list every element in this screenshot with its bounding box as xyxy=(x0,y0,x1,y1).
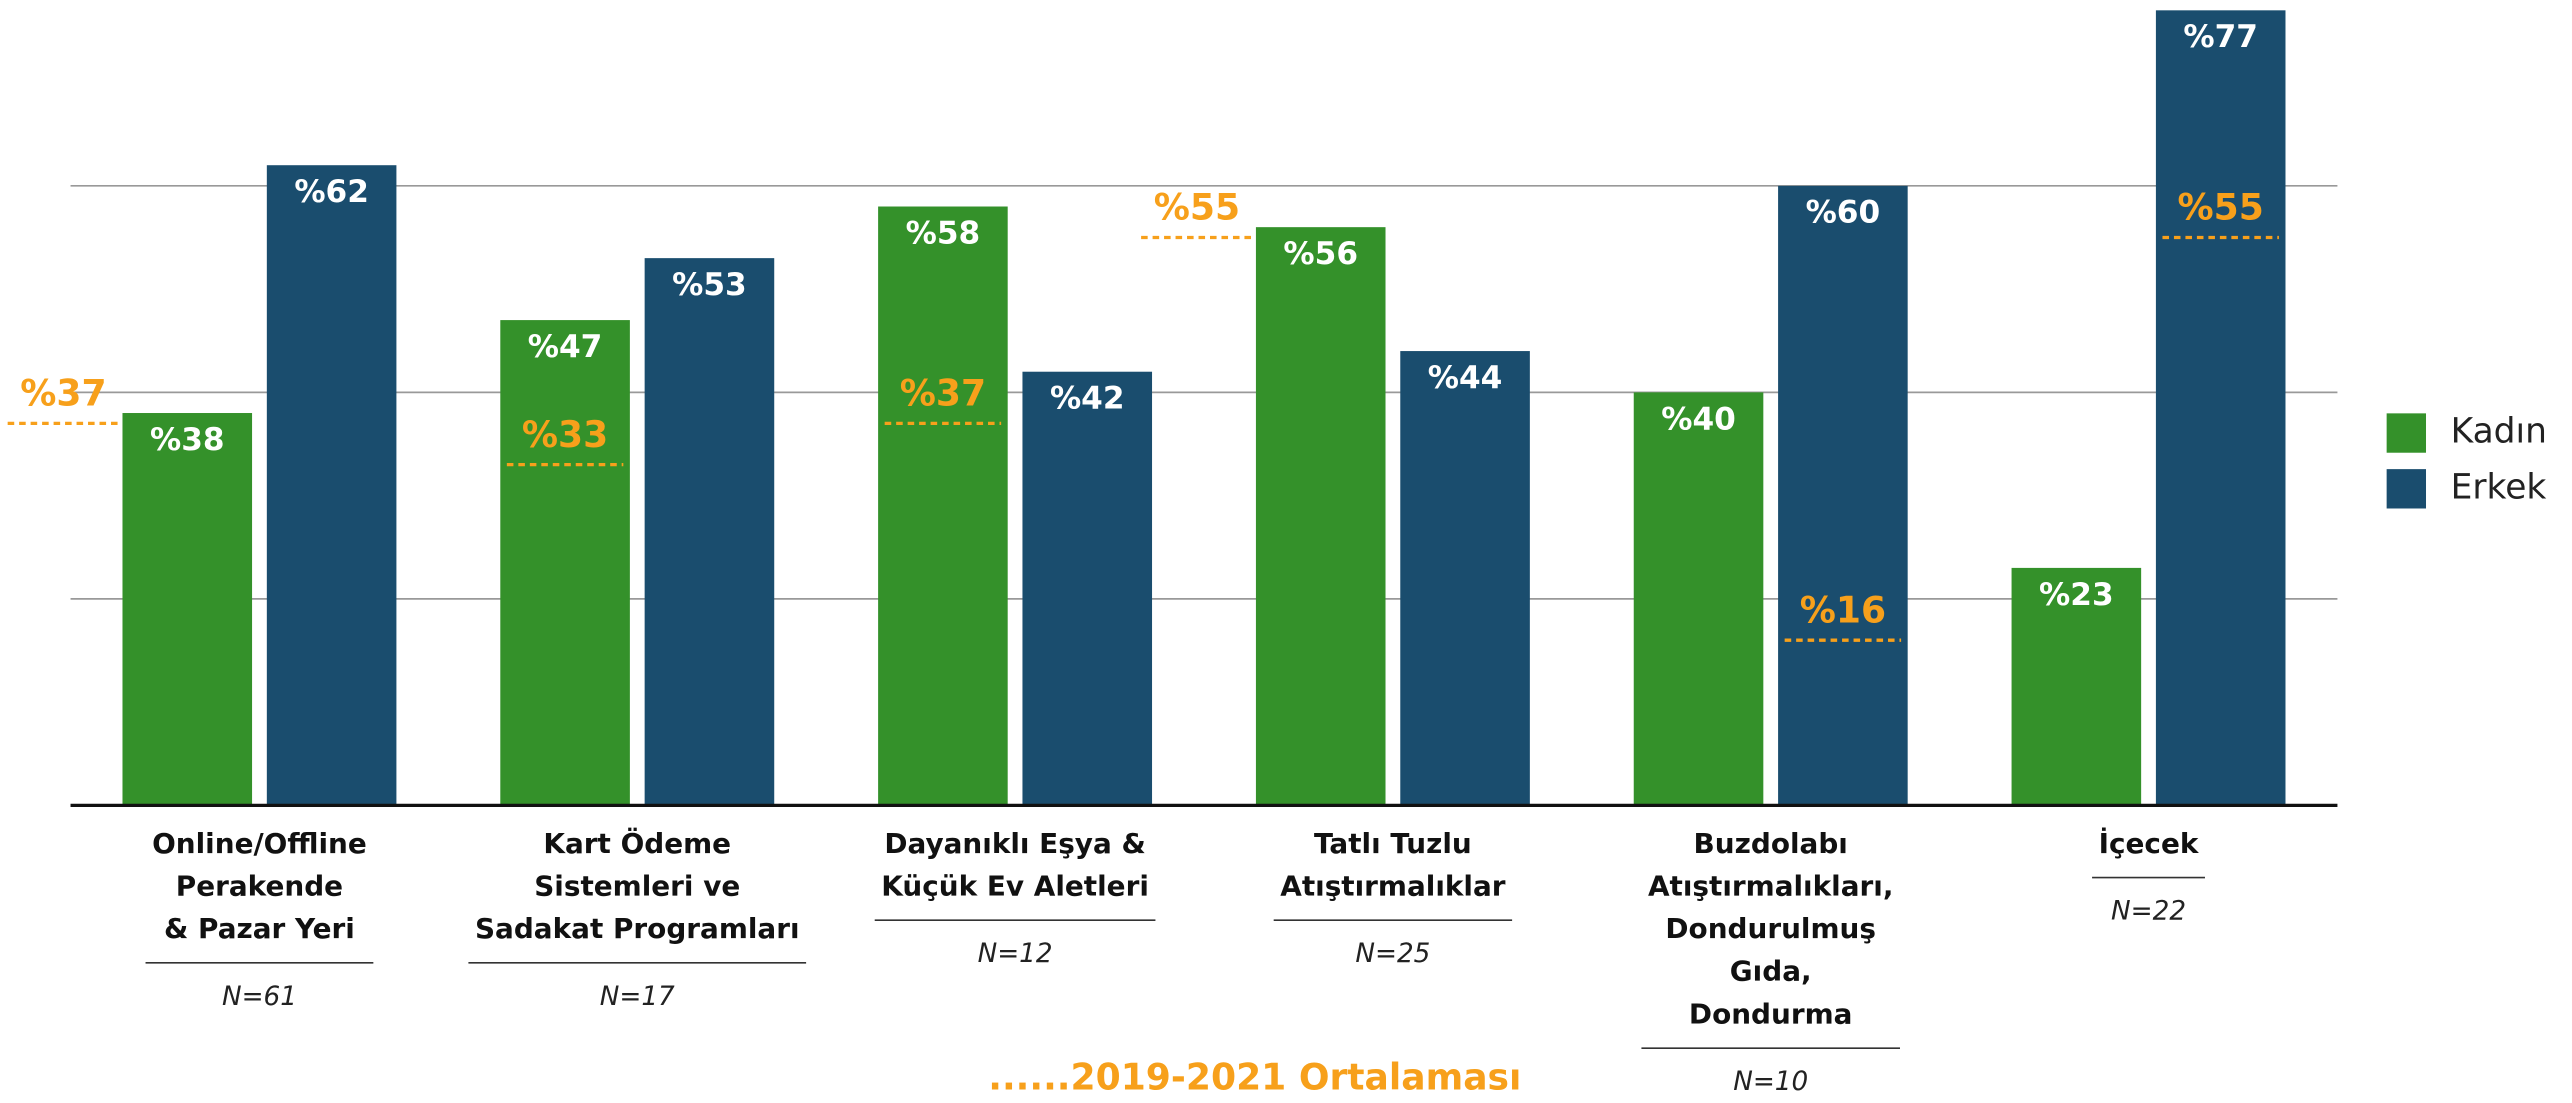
legend-label: Kadın xyxy=(2451,412,2547,452)
x-tick-label: Gıda, xyxy=(1730,955,1812,988)
value-label: %44 xyxy=(1428,360,1503,396)
x-tick-label: Online/Offline xyxy=(152,827,367,860)
x-tick-label: Atıştırmalıklar xyxy=(1280,869,1506,902)
value-label: %53 xyxy=(672,267,747,303)
value-label: %58 xyxy=(906,215,981,251)
x-tick-label: Dayanıklı Eşya & xyxy=(884,827,1145,860)
average-label: %55 xyxy=(2178,187,2264,229)
x-tick-label: Kart Ödeme xyxy=(543,826,731,860)
value-label: %77 xyxy=(2183,19,2258,55)
bar xyxy=(1778,185,1908,806)
value-label: %56 xyxy=(1283,236,1358,272)
average-label: %16 xyxy=(1800,589,1886,631)
bar xyxy=(1633,392,1764,806)
bar xyxy=(1022,371,1153,806)
bar xyxy=(2011,567,2142,806)
average-label: %37 xyxy=(20,372,106,414)
legend-label: Erkek xyxy=(2451,467,2547,507)
x-tick-label: Tatlı Tuzlu xyxy=(1314,827,1472,860)
value-label: %40 xyxy=(1661,401,1736,437)
bar xyxy=(878,206,1008,806)
value-label: %62 xyxy=(294,174,369,210)
value-label: %23 xyxy=(2039,577,2114,613)
legend-swatch xyxy=(2386,413,2427,453)
x-tick-label: Dondurulmuş xyxy=(1665,912,1876,945)
n-label: N=25 xyxy=(1355,939,1430,969)
x-tick-label: Sistemleri ve xyxy=(534,869,740,902)
x-tick-label: Dondurma xyxy=(1689,997,1853,1030)
legend-swatch xyxy=(2386,469,2427,509)
value-label: %60 xyxy=(1806,195,1881,231)
bar xyxy=(1255,227,1386,806)
average-legend: ......2019-2021 Ortalaması xyxy=(988,1056,1521,1098)
bar xyxy=(644,258,775,806)
bar xyxy=(2155,10,2286,806)
n-label: N=22 xyxy=(2111,897,2186,927)
x-tick-label: Atıştırmalıkları, xyxy=(1648,869,1893,902)
x-tick-label: Sadakat Programları xyxy=(475,912,800,945)
x-tick-label: Buzdolabı xyxy=(1694,827,1848,860)
average-label: %37 xyxy=(900,372,986,414)
bar xyxy=(266,165,397,806)
n-label: N=17 xyxy=(600,982,675,1012)
value-label: %38 xyxy=(150,422,225,458)
value-label: %47 xyxy=(528,329,603,365)
bar xyxy=(122,413,253,806)
x-tick-label: Küçük Ev Aletleri xyxy=(881,869,1149,902)
bar xyxy=(1400,351,1530,806)
x-tick-label: & Pazar Yeri xyxy=(164,912,355,945)
n-label: N=12 xyxy=(978,939,1053,969)
value-label: %42 xyxy=(1050,381,1125,417)
x-tick-label: İçecek xyxy=(2099,826,2200,860)
average-label: %55 xyxy=(1154,187,1240,229)
n-label: N=61 xyxy=(222,982,297,1012)
bar xyxy=(500,320,630,806)
n-label: N=10 xyxy=(1733,1067,1808,1097)
x-tick-label: Perakende xyxy=(176,869,343,902)
average-label: %33 xyxy=(522,414,608,456)
